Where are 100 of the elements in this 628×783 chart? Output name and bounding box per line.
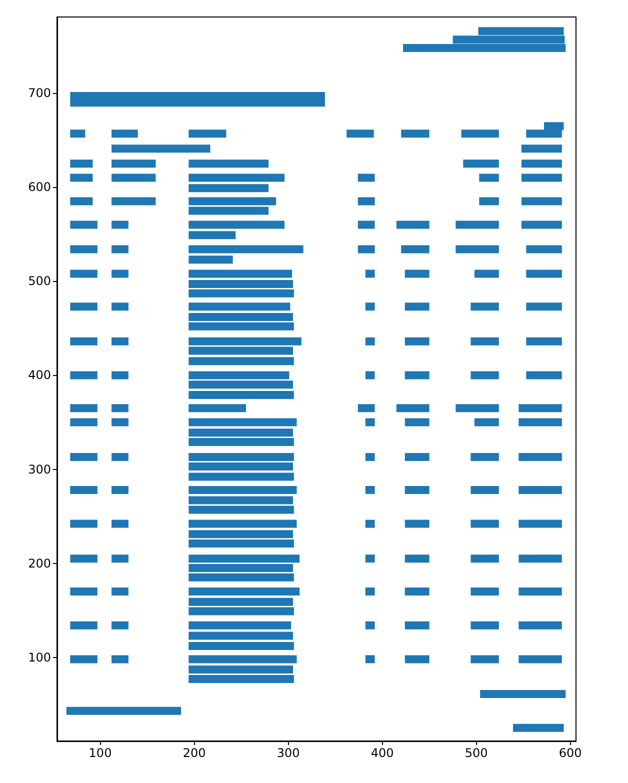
bar [365,418,375,426]
bar [112,554,128,563]
y-tick-label: 100 [28,650,51,664]
y-tick-label: 700 [28,86,51,100]
bar [70,655,98,664]
bar [112,486,128,494]
bar [470,337,499,346]
bar [404,453,430,462]
bar [188,256,233,264]
bar [474,270,499,278]
bar [188,174,285,182]
bar [456,245,499,254]
x-tick-label: 100 [88,746,112,760]
bar [470,520,499,528]
bar [358,174,375,182]
bar [188,404,246,412]
bar [188,418,297,426]
bar [404,302,430,311]
y-tick-label: 600 [28,180,51,194]
bar [404,270,430,278]
bar [346,130,374,138]
x-tick-label: 200 [182,746,206,760]
bar [470,554,499,563]
bar [470,588,499,596]
bar [526,245,562,254]
bar [112,160,156,168]
bar [474,418,499,426]
bar [70,621,98,630]
bar [521,160,562,168]
bar [188,588,300,596]
bar [188,160,269,168]
bar [404,588,430,596]
bar [404,621,430,630]
bar [518,520,562,528]
bar [70,220,98,229]
bar [404,418,430,426]
bar [470,486,499,494]
bar [456,404,499,412]
bar [401,130,430,138]
bar [358,197,375,206]
bar [70,554,98,563]
y-tick-label: 200 [28,556,51,570]
bar [112,302,128,311]
bar [188,245,304,254]
bar [526,337,562,346]
bar [70,404,98,412]
bar [112,245,128,254]
bar [404,655,430,664]
bar [365,588,375,596]
y-tick-label: 300 [28,462,51,476]
bar [396,404,430,412]
bar [479,197,499,206]
bar [365,453,375,462]
y-tick-label: 400 [28,368,51,382]
bar [365,270,375,278]
bar [513,724,564,732]
bar [70,453,98,462]
bar [463,160,499,168]
bar [112,144,210,153]
bar [70,245,98,254]
bar [66,706,182,715]
bar [70,197,93,206]
bar [188,184,269,192]
bar [365,655,375,664]
bar [518,621,562,630]
bar [70,371,98,380]
bar [479,174,499,182]
bar [470,655,499,664]
bar [188,486,297,494]
bar [188,632,293,640]
bar [518,453,562,462]
bar [358,245,375,254]
bar [401,245,430,254]
bar [470,453,499,462]
x-tick-label: 400 [370,746,394,760]
bar [365,554,375,563]
bar [404,371,430,380]
bar [521,174,562,182]
bar [112,588,128,596]
bar [396,220,430,229]
bar [112,220,128,229]
bar [358,220,375,229]
bar [518,418,562,426]
bar [526,270,562,278]
bar [358,404,375,412]
bar [365,520,375,528]
bar [461,130,499,138]
bar [518,404,562,412]
bar [188,520,297,528]
bar [70,418,98,426]
bar [188,621,292,630]
bar [188,302,290,311]
bar [470,621,499,630]
bar [112,130,138,138]
x-tick-label: 500 [464,746,488,760]
bar [188,270,292,278]
bar [112,337,128,346]
bar [526,371,562,380]
bar [188,655,297,664]
bar [518,554,562,563]
